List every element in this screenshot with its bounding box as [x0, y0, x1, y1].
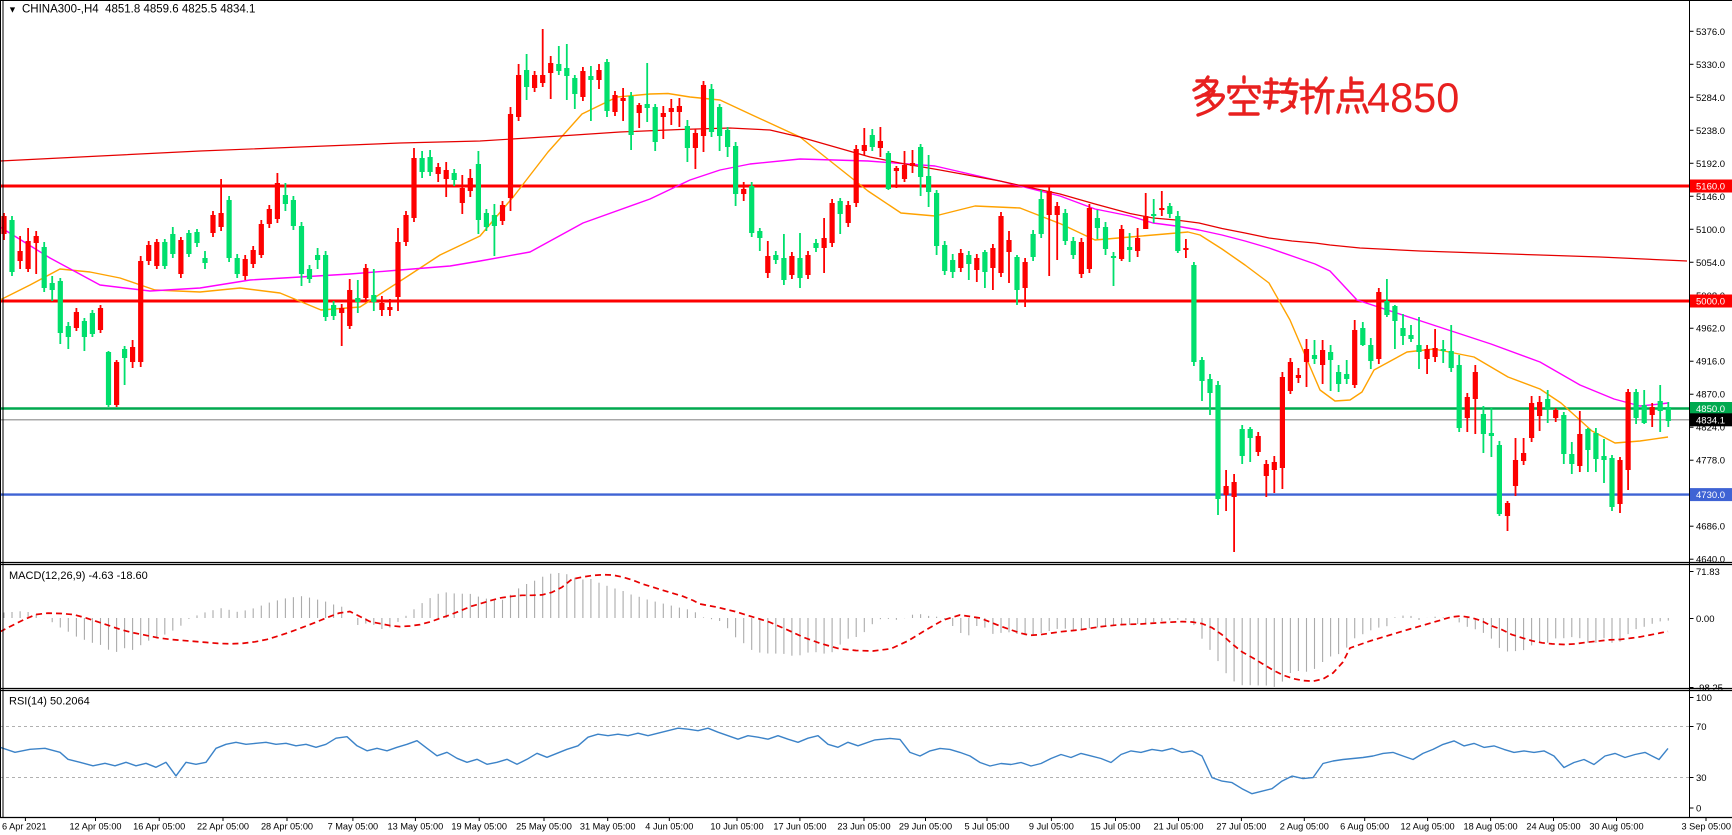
svg-text:30 Aug 05:00: 30 Aug 05:00: [1589, 822, 1643, 832]
svg-text:17 Jun 05:00: 17 Jun 05:00: [773, 822, 826, 832]
svg-text:13 May 05:00: 13 May 05:00: [388, 822, 444, 832]
svg-text:MACD(12,26,9) -4.63 -18.60: MACD(12,26,9) -4.63 -18.60: [9, 570, 148, 582]
svg-text:4916.0: 4916.0: [1696, 357, 1725, 368]
svg-text:5100.0: 5100.0: [1696, 225, 1725, 236]
svg-text:4850.0: 4850.0: [1696, 404, 1725, 415]
svg-text:70: 70: [1696, 722, 1707, 733]
svg-text:0.00: 0.00: [1696, 614, 1715, 625]
svg-text:5238.0: 5238.0: [1696, 126, 1725, 137]
svg-text:4824.0: 4824.0: [1696, 423, 1725, 434]
svg-text:25 May 05:00: 25 May 05:00: [516, 822, 572, 832]
svg-text:30: 30: [1696, 773, 1707, 784]
svg-text:12 Apr 05:00: 12 Apr 05:00: [69, 822, 121, 832]
svg-text:0: 0: [1696, 804, 1701, 815]
svg-text:4730.0: 4730.0: [1696, 490, 1725, 501]
svg-text:4 Jun 05:00: 4 Jun 05:00: [645, 822, 693, 832]
svg-text:12 Aug 05:00: 12 Aug 05:00: [1401, 822, 1455, 832]
svg-text:▼: ▼: [8, 5, 17, 15]
svg-text:18 Aug 05:00: 18 Aug 05:00: [1464, 822, 1518, 832]
svg-text:-98.25: -98.25: [1696, 683, 1723, 694]
svg-text:6 Aug 05:00: 6 Aug 05:00: [1340, 822, 1389, 832]
svg-text:5284.0: 5284.0: [1696, 93, 1725, 104]
svg-text:31 May 05:00: 31 May 05:00: [580, 822, 636, 832]
svg-text:19 May 05:00: 19 May 05:00: [451, 822, 507, 832]
svg-text:2 Aug 05:00: 2 Aug 05:00: [1280, 822, 1329, 832]
svg-text:5 Jul 05:00: 5 Jul 05:00: [965, 822, 1010, 832]
svg-text:4640.0: 4640.0: [1696, 555, 1725, 566]
svg-text:10 Jun 05:00: 10 Jun 05:00: [710, 822, 763, 832]
svg-text:27 Jul 05:00: 27 Jul 05:00: [1216, 822, 1266, 832]
svg-text:24 Aug 05:00: 24 Aug 05:00: [1526, 822, 1580, 832]
svg-text:21 Jul 05:00: 21 Jul 05:00: [1153, 822, 1203, 832]
svg-text:4778.0: 4778.0: [1696, 456, 1725, 467]
svg-text:100: 100: [1696, 693, 1712, 704]
svg-text:15 Jul 05:00: 15 Jul 05:00: [1090, 822, 1140, 832]
svg-text:5192.0: 5192.0: [1696, 159, 1725, 170]
svg-text:3 Sep 05:00: 3 Sep 05:00: [1681, 822, 1731, 832]
svg-text:71.83: 71.83: [1696, 567, 1720, 578]
svg-text:29 Jun 05:00: 29 Jun 05:00: [899, 822, 952, 832]
svg-text:9 Jul 05:00: 9 Jul 05:00: [1029, 822, 1074, 832]
svg-text:5160.0: 5160.0: [1696, 182, 1725, 193]
svg-text:4686.0: 4686.0: [1696, 522, 1725, 533]
svg-text:RSI(14) 50.2064: RSI(14) 50.2064: [9, 696, 90, 708]
svg-text:5330.0: 5330.0: [1696, 60, 1725, 71]
svg-text:23 Jun 05:00: 23 Jun 05:00: [837, 822, 890, 832]
svg-text:5146.0: 5146.0: [1696, 192, 1725, 203]
svg-text:4870.0: 4870.0: [1696, 390, 1725, 401]
svg-text:5000.0: 5000.0: [1696, 297, 1725, 308]
svg-text:16 Apr 05:00: 16 Apr 05:00: [133, 822, 185, 832]
svg-text:28 Apr 05:00: 28 Apr 05:00: [261, 822, 313, 832]
svg-text:5376.0: 5376.0: [1696, 27, 1725, 38]
svg-text:6 Apr 2021: 6 Apr 2021: [2, 822, 46, 832]
svg-text:22 Apr 05:00: 22 Apr 05:00: [197, 822, 249, 832]
svg-text:7 May 05:00: 7 May 05:00: [328, 822, 379, 832]
svg-text:4850: 4850: [1367, 74, 1459, 121]
svg-text:4834.1: 4834.1: [1696, 415, 1725, 426]
svg-text:CHINA300-,H4 4851.8 4859.6 48: CHINA300-,H4 4851.8 4859.6 4825.5 4834.1: [22, 4, 255, 16]
svg-text:5054.0: 5054.0: [1696, 258, 1725, 269]
svg-text:4962.0: 4962.0: [1696, 324, 1725, 335]
